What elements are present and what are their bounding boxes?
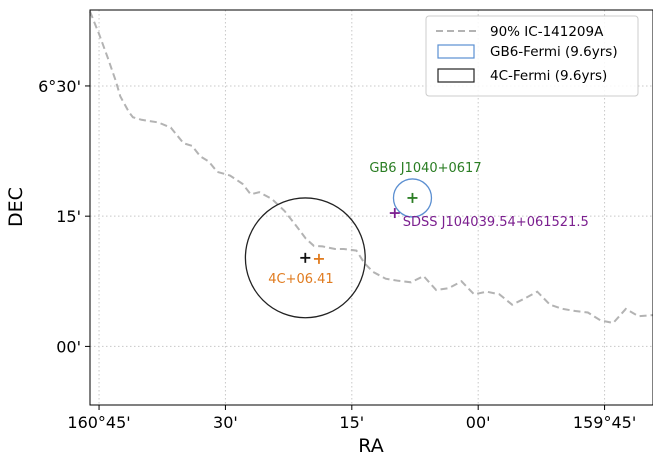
- circles-layer: [244, 178, 433, 319]
- x-axis-label: RA: [358, 435, 383, 457]
- y-tick-label: 6°30': [38, 77, 81, 96]
- y-ticks: 6°30' 15' 00': [38, 77, 90, 356]
- x-tick-label: 15': [339, 413, 364, 432]
- y-tick-label: 00': [56, 337, 81, 356]
- sdss-source-marker: [389, 208, 400, 219]
- gb6-source-label: GB6 J1040+0617: [369, 161, 481, 176]
- legend: 90% IC-141209A GB6-Fermi (9.6yrs) 4C-Fer…: [425, 15, 639, 97]
- markers-layer: GB6 J1040+0617 4C+06.41 SDSS J104039.54+06…: [268, 161, 589, 287]
- x-tick-label: 00': [466, 413, 491, 432]
- 4c-source-marker: [313, 253, 324, 264]
- y-axis-label: DEC: [5, 187, 27, 227]
- 4c-source-label: 4C+06.41: [268, 272, 333, 287]
- legend-gb6-swatch: [437, 44, 475, 59]
- x-ticks: 160°45' 30' 15' 00' 159°45': [67, 405, 636, 432]
- gb6-fermi-circle: [392, 178, 433, 218]
- x-tick-label: 160°45': [67, 413, 130, 432]
- plot-frame: [89, 9, 653, 406]
- gb6-source-marker: [407, 192, 418, 203]
- sdss-source-label: SDSS J104039.54+061521.5: [403, 215, 589, 230]
- 4c-fermi-center-marker: [300, 252, 311, 263]
- x-tick-label: 159°45': [573, 413, 636, 432]
- legend-4c-swatch: [437, 68, 475, 83]
- contour-90-ic-141209a: [89, 11, 653, 325]
- legend-4c-label: 4C-Fermi (9.6yrs): [490, 68, 607, 84]
- 4c-fermi-circle: [244, 197, 366, 319]
- y-tick-label: 15': [56, 207, 81, 226]
- contour-layer: [89, 11, 653, 325]
- legend-contour-label: 90% IC-141209A: [490, 24, 604, 40]
- x-tick-label: 30': [213, 413, 238, 432]
- legend-gb6-label: GB6-Fermi (9.6yrs): [490, 44, 618, 60]
- legend-box: [425, 15, 639, 97]
